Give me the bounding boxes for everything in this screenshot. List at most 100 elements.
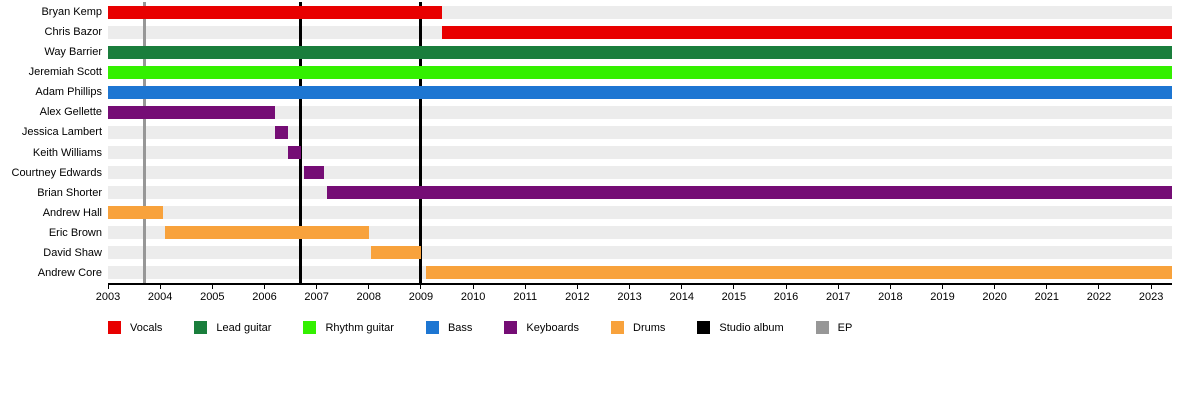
legend-swatch-lead-guitar (194, 321, 208, 334)
legend-item: Studio album (697, 321, 784, 334)
x-axis-tick-label: 2015 (721, 291, 747, 303)
x-axis-tick-label: 2006 (252, 291, 277, 303)
x-axis-tick-label: 2013 (617, 291, 642, 303)
x-axis-tick (316, 285, 318, 289)
x-axis-tick (420, 285, 422, 289)
legend-swatch-drums (611, 321, 625, 334)
legend-label: Lead guitar (216, 321, 272, 334)
x-axis-tick (263, 285, 265, 289)
member-bar (426, 266, 1172, 280)
x-axis-ticks: 2003 2004 2005 2006 2007 2008 2009 2010 2011 2012… (96, 0, 1172, 310)
member-label: Chris Bazor (44, 26, 102, 39)
x-axis-tick-label: 2018 (878, 291, 903, 303)
legend-label: Vocals (130, 321, 163, 334)
member-bar (165, 226, 369, 240)
legend-label: Studio album (719, 321, 784, 334)
member-track (108, 146, 1172, 160)
member-label: Keith Williams (32, 146, 102, 159)
member-bar (303, 166, 325, 180)
member-bar (108, 45, 1172, 59)
member-label: Brian Shorter (37, 186, 102, 199)
member-track (108, 166, 1172, 180)
x-axis-tick-label: 2019 (930, 291, 955, 303)
x-axis-tick (942, 285, 943, 289)
member-track (108, 226, 1172, 240)
x-axis-tick (1098, 285, 1100, 289)
member-label: Andrew Hall (42, 206, 102, 219)
legend: Vocals Lead guitar Rhythm guitar Bass Keyboa… (108, 321, 852, 334)
x-axis-tick (159, 285, 161, 289)
legend-swatch-rhythm-guitar (303, 321, 317, 334)
legend-item: Keyboards (504, 321, 579, 334)
x-axis-tick-label: 2017 (825, 291, 851, 303)
legend-label: Rhythm guitar (325, 321, 394, 334)
x-axis-tick (1046, 285, 1048, 289)
x-axis-tick (733, 285, 735, 289)
x-axis-tick-label: 2011 (513, 291, 538, 303)
legend-label: Bass (447, 321, 473, 334)
studio-album-line (419, 2, 423, 283)
member-track (108, 105, 1172, 119)
member-labels: Bryan Kemp Chris Bazor Way Barrier Jeremiah… (0, 2, 103, 283)
member-label: Jeremiah Scott (28, 66, 102, 79)
x-axis-tick-label: 2003 (95, 291, 121, 303)
x-axis-tick (1150, 285, 1152, 289)
legend-item: Rhythm guitar (303, 321, 394, 334)
legend-swatch-vocals (108, 321, 121, 334)
x-axis-tick (837, 285, 839, 289)
x-axis-tick (472, 285, 474, 289)
x-axis-tick-label: 2022 (1086, 291, 1112, 303)
member-label: Courtney Edwards (11, 166, 103, 179)
legend-label: Keyboards (526, 321, 580, 334)
legend-label: Drums (633, 321, 666, 334)
x-axis-tick-label: 2010 (460, 291, 486, 303)
x-axis-tick (368, 285, 370, 289)
member-label: Bryan Kemp (41, 6, 102, 18)
legend-swatch-keyboards (504, 321, 518, 334)
x-axis-tick (576, 285, 578, 289)
member-label: Eric Brown (48, 226, 102, 239)
legend-swatch-ep (815, 321, 829, 334)
member-bar (441, 25, 1172, 39)
x-axis-tick-label: 2014 (669, 291, 694, 303)
x-axis-tick (211, 285, 213, 289)
ep-line (143, 2, 146, 283)
legend-item: Bass (425, 321, 473, 334)
member-bar (108, 5, 442, 19)
member-bar (287, 146, 301, 160)
member-bar (108, 206, 163, 220)
legend-swatch-studio-album (697, 321, 711, 334)
x-axis-tick (785, 285, 787, 289)
member-bar (327, 186, 1172, 200)
member-label: Andrew Core (37, 266, 102, 279)
x-axis-tick-label: 2016 (773, 291, 799, 303)
x-axis-tick-label: 2009 (408, 291, 434, 303)
member-bar (371, 246, 421, 260)
x-axis-tick (629, 285, 631, 289)
legend-swatch-bass (425, 321, 439, 334)
legend-label: EP (837, 321, 853, 334)
studio-album-line (299, 2, 303, 283)
x-axis-tick-label: 2020 (982, 291, 1007, 303)
member-track (108, 125, 1172, 139)
member-bar (108, 85, 1172, 99)
x-axis-tick-label: 2008 (356, 291, 382, 303)
member-label: Adam Phillips (35, 86, 102, 99)
member-track (108, 206, 1172, 220)
member-label: Alex Gellette (39, 106, 102, 119)
member-label: David Shaw (43, 246, 102, 259)
plot-area (108, 2, 1172, 283)
x-axis-tick-label: 2023 (1138, 291, 1164, 303)
member-label: Way Barrier (44, 46, 102, 59)
x-axis-line (108, 283, 1172, 285)
x-axis-tick (107, 285, 109, 289)
legend-item: Lead guitar (194, 321, 271, 334)
x-axis-tick (889, 285, 891, 289)
member-bar (108, 65, 1172, 79)
member-bar (274, 125, 288, 139)
member-label: Jessica Lambert (21, 126, 102, 139)
x-axis-tick-label: 2012 (565, 291, 590, 303)
x-axis-tick-label: 2021 (1034, 291, 1060, 303)
x-axis-tick-label: 2004 (147, 291, 173, 303)
